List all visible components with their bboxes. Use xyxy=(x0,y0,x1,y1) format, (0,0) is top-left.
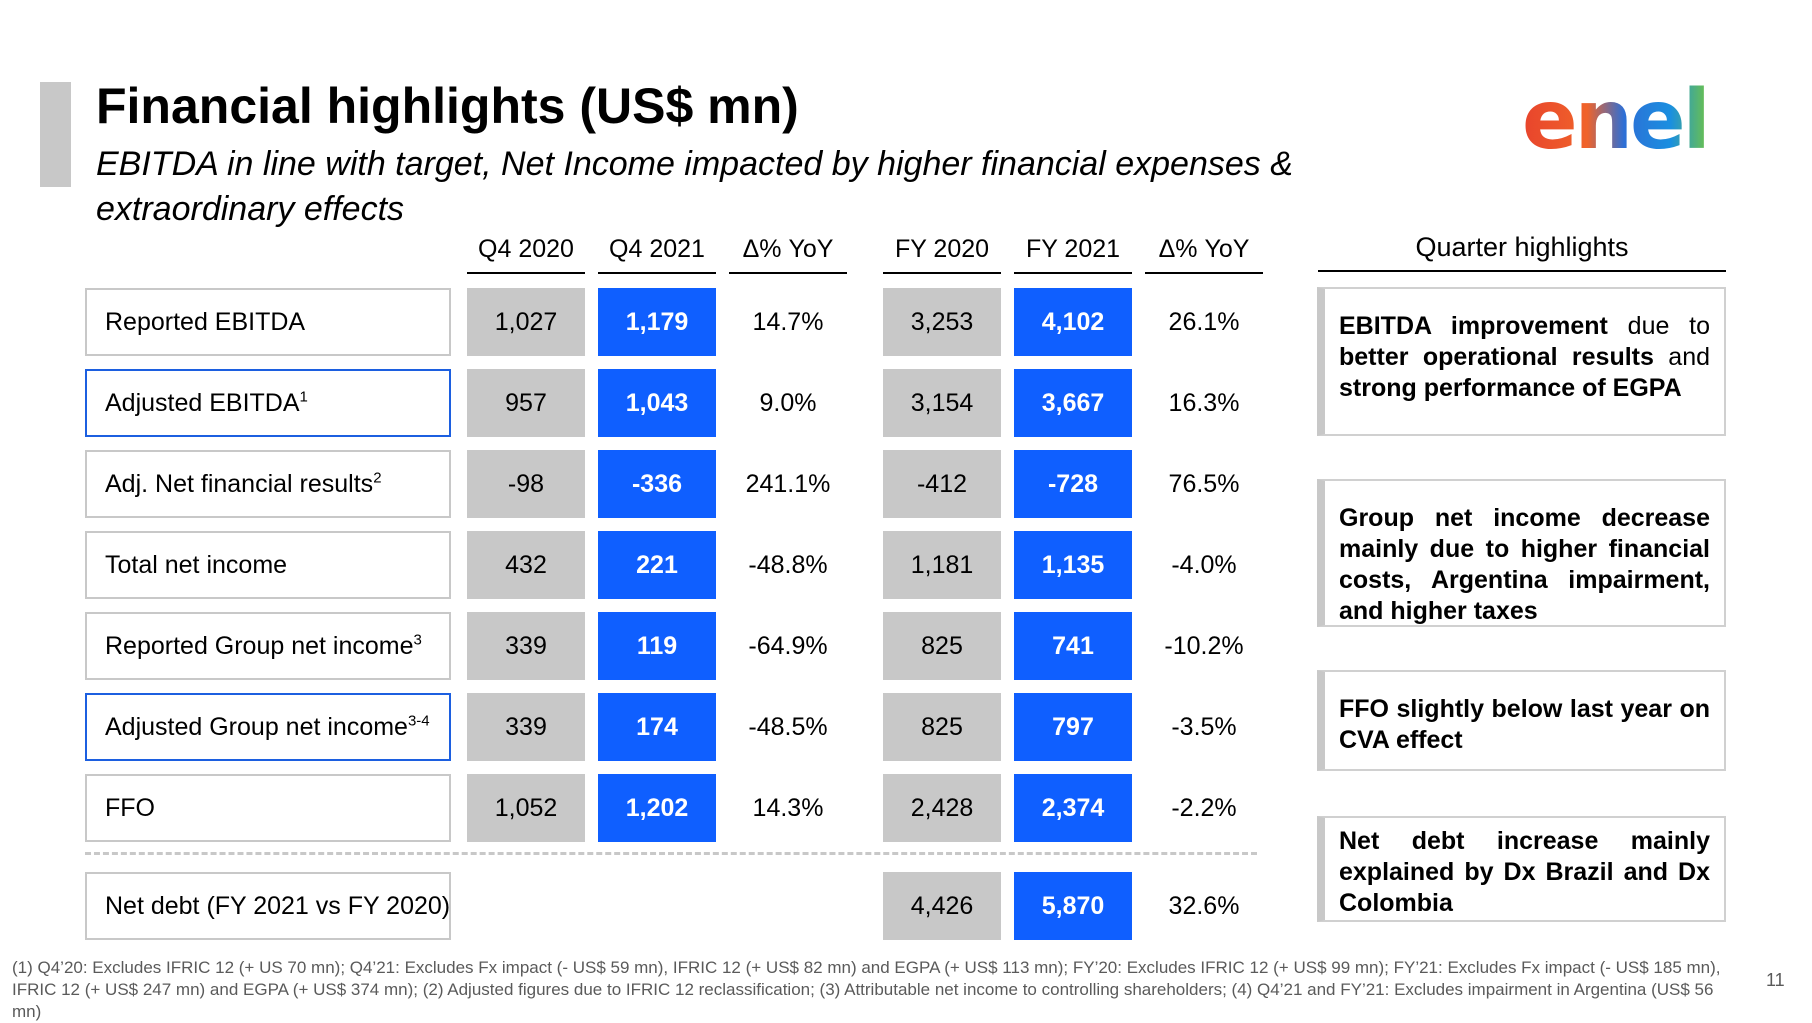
col-header-q-yoy: Δ% YoY xyxy=(729,230,847,274)
cell-q-yoy: -64.9% xyxy=(748,632,828,660)
row-label-ffo: FFO xyxy=(85,774,451,842)
cell-fy-2020: 825 xyxy=(883,612,1001,680)
cell-fy-yoy: -3.5% xyxy=(1171,713,1237,741)
row-label-reported-ebitda: Reported EBITDA xyxy=(85,288,451,356)
cell-fy-yoy: 16.3% xyxy=(1168,389,1240,417)
cell-fy-2021: 741 xyxy=(1014,612,1132,680)
quarter-highlights-title: Quarter highlights xyxy=(1318,228,1726,272)
page-subtitle: EBITDA in line with target, Net Income i… xyxy=(96,145,1293,228)
cell-fy-yoy: 26.1% xyxy=(1168,308,1240,336)
cell-q4-2021: 1,179 xyxy=(598,288,716,356)
cell-q-yoy: 14.7% xyxy=(752,308,824,336)
cell-q4-2020: 1,027 xyxy=(467,288,585,356)
cell-fy-yoy: -2.2% xyxy=(1171,794,1237,822)
cell-fy-2020: 1,181 xyxy=(883,531,1001,599)
cell-fy-2021: 4,102 xyxy=(1014,288,1132,356)
cell-fy-2020: 2,428 xyxy=(883,774,1001,842)
cell-q-yoy: 14.3% xyxy=(752,794,824,822)
cell-fy-2021: 797 xyxy=(1014,693,1132,761)
cell-fy-yoy: -4.0% xyxy=(1171,551,1237,579)
row-label-reported-group-net-income: Reported Group net income3 xyxy=(85,612,451,680)
cell-q4-2020: 339 xyxy=(467,693,585,761)
cell-q-yoy: -48.5% xyxy=(748,713,828,741)
dashed-separator xyxy=(85,852,1257,855)
row-label-adj-net-financial-results: Adj. Net financial results2 xyxy=(85,450,451,518)
cell-q4-2021: 119 xyxy=(598,612,716,680)
cell-q4-2021: 221 xyxy=(598,531,716,599)
cell-q4-2021: -336 xyxy=(598,450,716,518)
footnote: (1) Q4’20: Excludes IFRIC 12 (+ US 70 mn… xyxy=(12,958,1721,1021)
cell-q-yoy: 241.1% xyxy=(745,470,831,498)
cell-fy-2021: 1,135 xyxy=(1014,531,1132,599)
cell-q-yoy: 9.0% xyxy=(759,389,817,417)
col-header-q4-2021: Q4 2021 xyxy=(598,230,716,274)
cell-fy-2020: 825 xyxy=(883,693,1001,761)
cell-fy-2021: 2,374 xyxy=(1014,774,1132,842)
cell-q4-2020: 1,052 xyxy=(467,774,585,842)
row-label-total-net-income: Total net income xyxy=(85,531,451,599)
col-header-fy-2020: FY 2020 xyxy=(883,230,1001,274)
highlight-ebitda: EBITDA improvement due to better operati… xyxy=(1317,287,1726,436)
col-header-fy-2021: FY 2021 xyxy=(1014,230,1132,274)
cell-fy-2020: 3,253 xyxy=(883,288,1001,356)
highlight-group-net-income: Group net income decrease mainly due to … xyxy=(1317,479,1726,627)
cell-q4-2021: 1,202 xyxy=(598,774,716,842)
enel-logo: enel xyxy=(1522,80,1711,164)
highlight-ffo: FFO slightly below last year on CVA effe… xyxy=(1317,670,1726,771)
highlight-net-debt: Net debt increase mainly explained by Dx… xyxy=(1317,816,1726,922)
col-header-fy-yoy: Δ% YoY xyxy=(1145,230,1263,274)
cell-fy-yoy: 76.5% xyxy=(1168,470,1240,498)
page-title: Financial highlights (US$ mn) xyxy=(96,78,799,134)
row-label-adjusted-group-net-income: Adjusted Group net income3-4 xyxy=(85,693,451,761)
cell-net-debt-fy-yoy: 32.6% xyxy=(1168,892,1240,920)
cell-net-debt-fy-2020: 4,426 xyxy=(883,872,1001,940)
row-label-net-debt: Net debt (FY 2021 vs FY 2020) xyxy=(85,872,451,940)
cell-q4-2020: 957 xyxy=(467,369,585,437)
cell-fy-2021: -728 xyxy=(1014,450,1132,518)
cell-q4-2021: 1,043 xyxy=(598,369,716,437)
cell-fy-2020: -412 xyxy=(883,450,1001,518)
svg-text:enel: enel xyxy=(1522,80,1708,164)
page-number: 11 xyxy=(1766,970,1785,990)
row-label-adjusted-ebitda: Adjusted EBITDA1 xyxy=(85,369,451,437)
cell-q-yoy: -48.8% xyxy=(748,551,828,579)
cell-net-debt-fy-2021: 5,870 xyxy=(1014,872,1132,940)
cell-fy-yoy: -10.2% xyxy=(1164,632,1244,660)
col-header-q4-2020: Q4 2020 xyxy=(467,230,585,274)
cell-q4-2020: 432 xyxy=(467,531,585,599)
cell-fy-2021: 3,667 xyxy=(1014,369,1132,437)
title-accent-bar xyxy=(40,82,71,187)
cell-q4-2020: 339 xyxy=(467,612,585,680)
cell-fy-2020: 3,154 xyxy=(883,369,1001,437)
cell-q4-2020: -98 xyxy=(467,450,585,518)
cell-q4-2021: 174 xyxy=(598,693,716,761)
